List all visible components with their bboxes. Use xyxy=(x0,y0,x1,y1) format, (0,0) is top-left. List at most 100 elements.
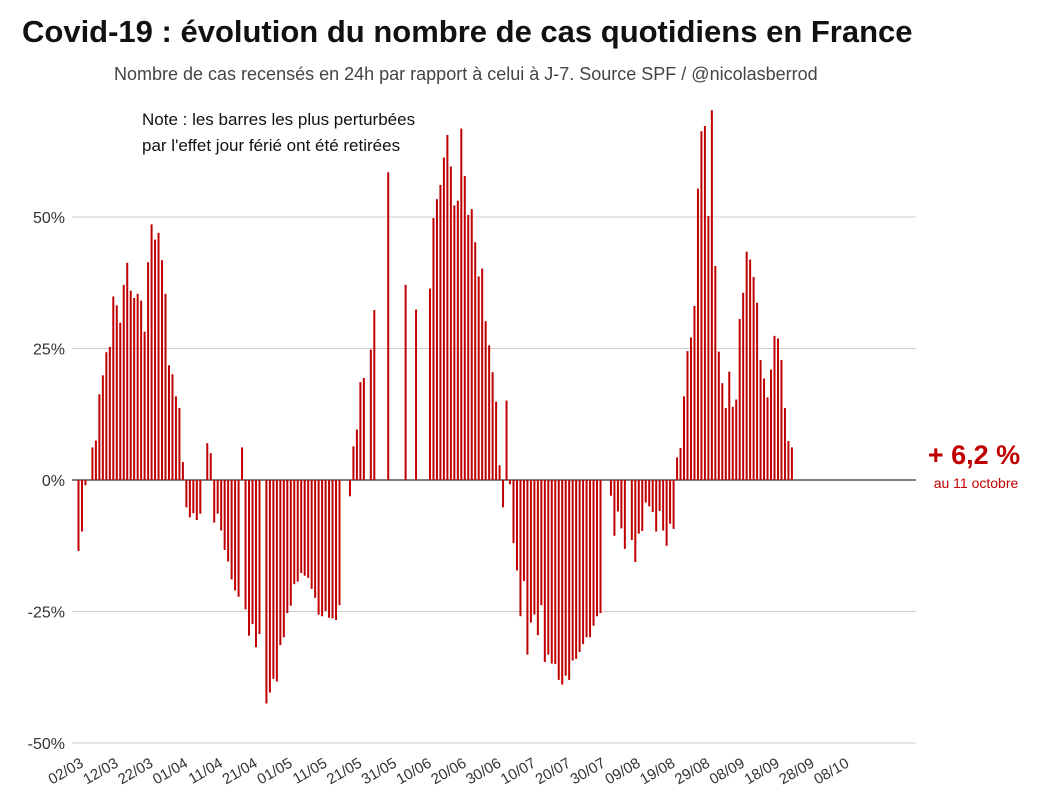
bar xyxy=(714,265,717,480)
bar xyxy=(147,262,150,480)
bar xyxy=(119,322,122,480)
bar xyxy=(481,268,484,480)
bar xyxy=(783,407,786,480)
bar xyxy=(140,300,143,480)
bar xyxy=(484,321,487,480)
bar xyxy=(568,480,571,680)
bar xyxy=(463,175,466,480)
chart-subtitle: Nombre de cas recensés en 24h par rappor… xyxy=(114,64,818,84)
bar xyxy=(582,480,585,645)
bar xyxy=(227,480,230,562)
bar xyxy=(415,309,418,480)
x-tick-label: 18/09 xyxy=(741,755,782,788)
bar xyxy=(122,284,125,480)
bar xyxy=(721,383,724,480)
bar xyxy=(467,214,470,480)
bar xyxy=(728,371,731,480)
x-tick-label: 20/06 xyxy=(428,755,469,788)
bar xyxy=(362,377,365,480)
bar xyxy=(328,480,331,618)
bar xyxy=(293,480,296,585)
bar xyxy=(300,480,303,574)
bar xyxy=(98,394,101,480)
x-tick-label: 28/09 xyxy=(776,755,817,788)
bar xyxy=(289,480,292,606)
y-tick-label: -50% xyxy=(28,736,65,753)
bar xyxy=(776,338,779,480)
y-tick-label: -25% xyxy=(28,605,65,622)
bar xyxy=(223,480,226,550)
note-line-1: Note : les barres les plus perturbées xyxy=(142,110,415,129)
bar xyxy=(338,480,341,606)
x-tick-label: 31/05 xyxy=(359,755,400,788)
bar xyxy=(613,480,616,536)
bar xyxy=(428,288,431,480)
bar xyxy=(770,369,773,480)
bar xyxy=(279,480,282,646)
bar xyxy=(442,157,445,480)
bar xyxy=(526,480,529,655)
bar xyxy=(307,480,310,578)
bar xyxy=(237,480,240,597)
bar xyxy=(234,480,237,591)
bar xyxy=(554,480,557,665)
bar xyxy=(763,378,766,480)
bar xyxy=(157,232,160,480)
bar xyxy=(456,200,459,480)
bar xyxy=(286,480,289,614)
x-tick-label: 11/04 xyxy=(186,755,226,788)
bar xyxy=(672,480,675,529)
x-tick-label: 21/05 xyxy=(324,755,365,788)
bar xyxy=(651,480,654,513)
bar xyxy=(529,480,532,623)
bar xyxy=(766,397,769,480)
bar xyxy=(519,480,522,617)
bar xyxy=(644,480,647,503)
x-tick-label: 11/05 xyxy=(290,755,330,788)
bar xyxy=(495,401,498,480)
bar xyxy=(241,447,244,480)
bar xyxy=(126,262,129,480)
bar xyxy=(787,441,790,480)
bar xyxy=(310,480,313,589)
bar xyxy=(164,293,167,480)
bar xyxy=(665,480,668,546)
bar xyxy=(195,480,198,520)
bar xyxy=(637,480,640,534)
bar xyxy=(460,128,463,480)
bar xyxy=(700,131,703,480)
bar xyxy=(265,480,268,704)
bar xyxy=(634,480,637,563)
bar xyxy=(686,351,689,480)
bar xyxy=(446,134,449,480)
bar xyxy=(112,296,115,480)
bar xyxy=(512,480,515,544)
bar xyxy=(268,480,271,693)
x-tick-label: 10/07 xyxy=(498,755,539,788)
bar xyxy=(150,224,153,480)
bar xyxy=(742,292,745,480)
bar xyxy=(84,480,87,486)
bar xyxy=(648,480,651,507)
bar xyxy=(564,480,567,676)
bar xyxy=(296,480,299,582)
bar xyxy=(683,396,686,480)
x-tick-label: 12/03 xyxy=(80,755,121,788)
bar xyxy=(592,480,595,626)
bar xyxy=(143,331,146,480)
bar xyxy=(133,298,136,480)
bar xyxy=(404,284,407,480)
x-tick-label: 08/10 xyxy=(811,755,852,788)
bars-series xyxy=(77,110,793,704)
bar xyxy=(658,480,661,512)
bar xyxy=(515,480,518,571)
bar xyxy=(181,462,184,480)
bar xyxy=(575,480,578,659)
bar xyxy=(80,480,83,532)
x-tick-label: 08/09 xyxy=(707,755,748,788)
bar xyxy=(91,447,94,480)
bar xyxy=(275,480,278,682)
x-tick-label: 01/05 xyxy=(254,755,295,788)
bar xyxy=(474,242,477,480)
x-tick-label: 01/04 xyxy=(150,755,191,788)
